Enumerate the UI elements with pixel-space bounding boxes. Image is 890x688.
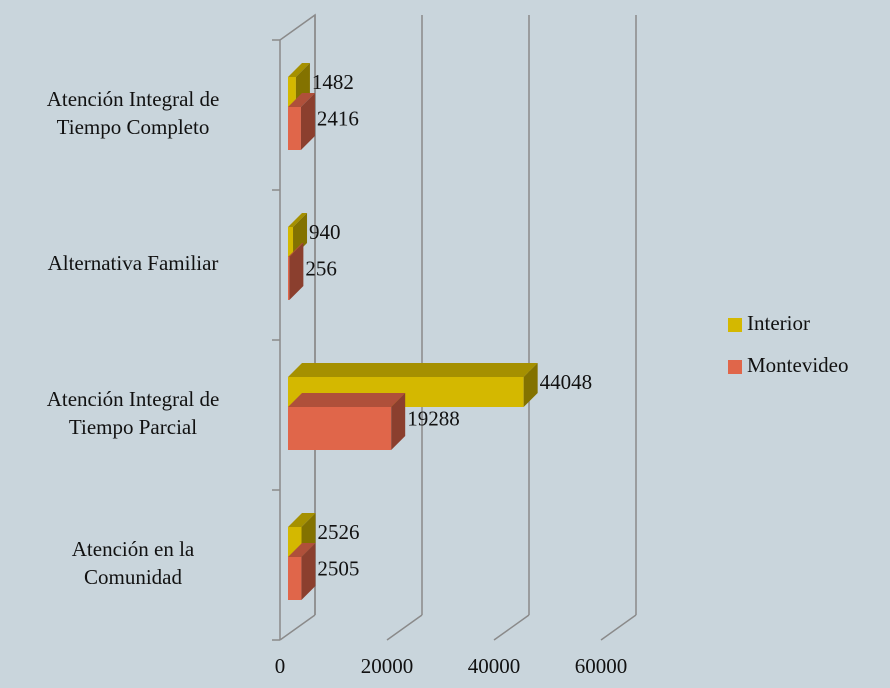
legend-swatch — [728, 318, 742, 332]
bar — [288, 393, 406, 450]
bar-face — [288, 543, 316, 557]
value-label: 940 — [309, 220, 341, 244]
bar-face — [300, 93, 315, 150]
legend-label: Interior — [747, 311, 810, 335]
bar — [288, 93, 315, 150]
bar — [288, 243, 304, 300]
legend-label: Montevideo — [747, 353, 848, 377]
grid-line — [386, 614, 423, 641]
category-label: Atención Integral de — [47, 87, 220, 111]
bar — [288, 213, 308, 257]
bar-face — [288, 363, 538, 377]
bar-face — [523, 363, 538, 407]
bar-face — [301, 543, 316, 600]
bar-face — [288, 407, 392, 450]
value-label: 2526 — [318, 520, 360, 544]
value-label: 2505 — [317, 556, 359, 580]
bar-face — [288, 107, 301, 150]
value-label: 2416 — [317, 106, 359, 130]
value-label: 256 — [305, 256, 337, 280]
bar-face — [288, 77, 296, 107]
bar-face — [288, 393, 406, 407]
bar — [288, 543, 316, 600]
bar-face — [391, 393, 406, 450]
bar-face — [288, 513, 316, 527]
bar-face — [293, 213, 308, 257]
bar-face — [288, 257, 290, 300]
bar-face — [289, 243, 304, 300]
category-label: Tiempo Completo — [57, 115, 210, 139]
grid-line — [600, 614, 637, 641]
bar-face — [288, 93, 315, 107]
category-label: Comunidad — [84, 565, 182, 589]
x-tick-label: 60000 — [575, 654, 628, 678]
x-tick-label: 0 — [275, 654, 286, 678]
bar-face — [288, 557, 302, 600]
legend-swatch — [728, 360, 742, 374]
grid-line — [493, 614, 530, 641]
value-label: 1482 — [312, 70, 354, 94]
bar-face — [288, 227, 294, 257]
category-label: Alternativa Familiar — [48, 251, 219, 275]
value-label: 44048 — [540, 370, 593, 394]
category-label: Atención en la — [72, 537, 195, 561]
category-label: Tiempo Parcial — [69, 415, 197, 439]
bar-face — [288, 63, 310, 77]
value-label: 19288 — [407, 406, 460, 430]
bar-face — [288, 243, 304, 257]
category-label: Atención Integral de — [47, 387, 220, 411]
x-tick-label: 40000 — [468, 654, 521, 678]
x-tick-label: 20000 — [361, 654, 414, 678]
grid-line — [279, 614, 316, 641]
bar-face — [288, 213, 308, 227]
